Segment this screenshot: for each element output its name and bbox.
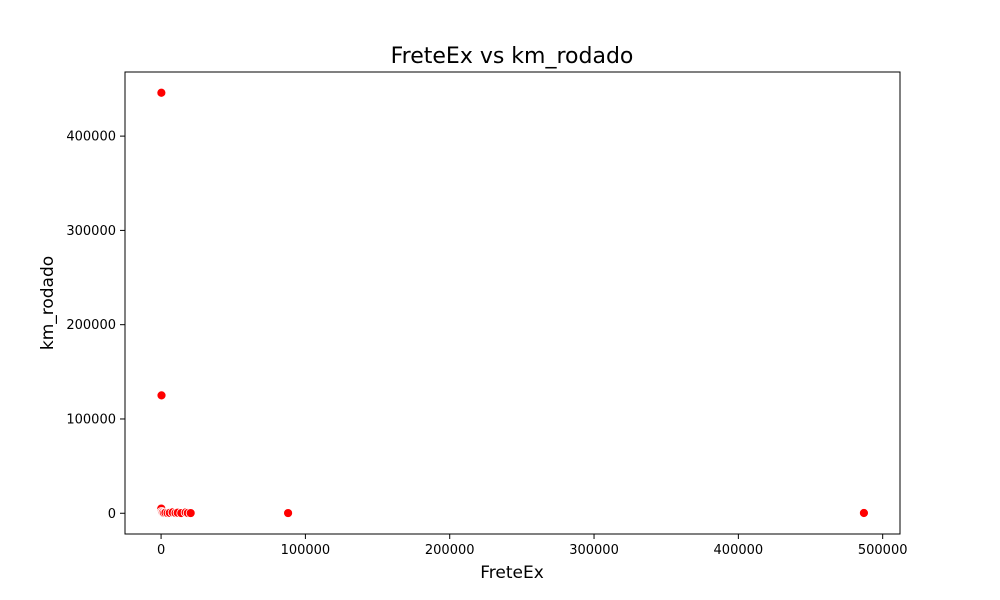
data-point [156, 87, 167, 98]
x-tick-label: 100000 [281, 543, 331, 558]
plot-frame [124, 71, 901, 535]
x-tick-label: 200000 [425, 543, 475, 558]
y-tick-label: 400000 [66, 130, 116, 145]
data-point [185, 508, 196, 518]
x-tick-label: 400000 [714, 543, 764, 558]
y-axis-ticks: 0 100000 200000 300000 400000 [66, 130, 125, 522]
y-axis-label: km_rodado [38, 256, 58, 350]
y-tick-label: 0 [108, 507, 116, 522]
chart-title: FreteEx vs km_rodado [391, 44, 634, 69]
data-point [156, 390, 167, 401]
x-tick-label: 0 [157, 543, 165, 558]
y-tick-label: 300000 [66, 224, 116, 239]
x-axis-ticks: 0 100000 200000 300000 400000 500000 [157, 534, 908, 558]
x-tick-label: 500000 [858, 543, 908, 558]
data-point [283, 508, 293, 518]
x-axis-label: FreteEx [480, 563, 544, 583]
scatter-points [156, 87, 869, 518]
data-point [859, 508, 869, 518]
plot-area [124, 71, 901, 535]
y-tick-label: 100000 [66, 412, 116, 427]
x-tick-label: 300000 [569, 543, 619, 558]
y-tick-label: 200000 [66, 318, 116, 333]
